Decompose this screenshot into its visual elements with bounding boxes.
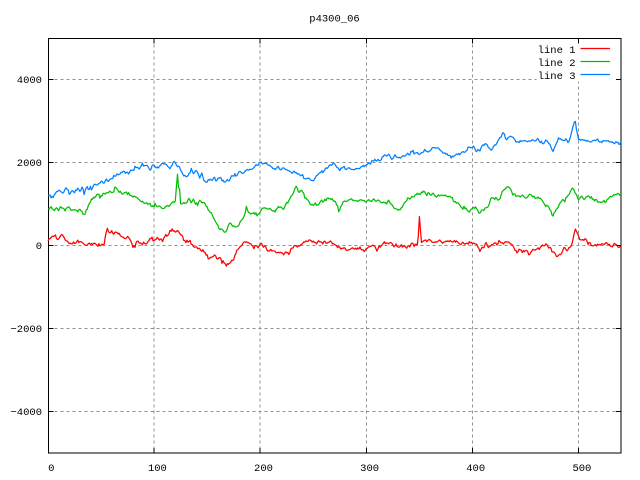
svg-text:100: 100: [148, 463, 167, 475]
svg-text:400: 400: [466, 463, 485, 475]
svg-text:500: 500: [572, 463, 591, 475]
svg-text:0: 0: [48, 463, 54, 475]
svg-text:4000: 4000: [17, 75, 42, 87]
svg-text:0: 0: [36, 241, 42, 253]
svg-text:−4000: −4000: [10, 407, 42, 419]
svg-text:p4300_06: p4300_06: [309, 14, 359, 26]
svg-text:line 2: line 2: [538, 58, 576, 70]
svg-text:line 1: line 1: [538, 45, 576, 57]
svg-text:200: 200: [254, 463, 273, 475]
svg-text:−2000: −2000: [10, 324, 42, 336]
svg-text:line 3: line 3: [538, 71, 576, 83]
svg-text:300: 300: [360, 463, 379, 475]
svg-text:2000: 2000: [17, 158, 42, 170]
